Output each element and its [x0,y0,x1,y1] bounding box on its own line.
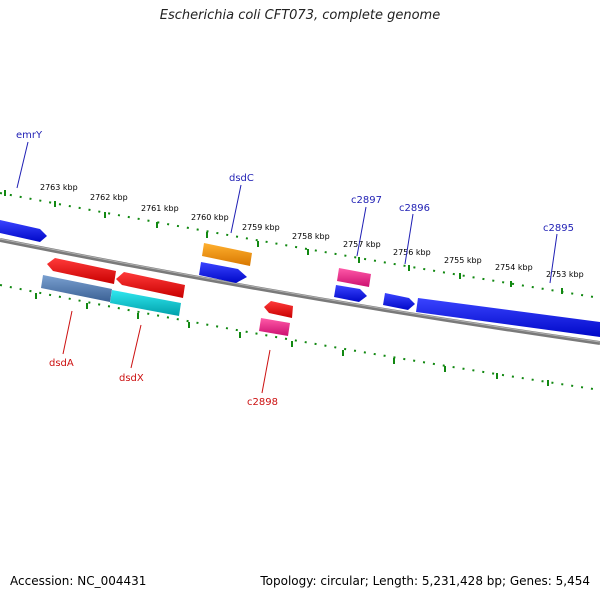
inner-dotted-track [0,284,600,391]
gene-emrY[interactable] [0,220,47,242]
gene-label: dsdA [49,358,74,369]
gene-c2897[interactable] [337,268,371,287]
gene-dsdC[interactable] [202,243,252,266]
forward-gene-labels: emrY dsdC c2897 c2896 c2895 [16,130,574,284]
reverse-genes [41,258,293,336]
scale-label: 2761 kbp [141,204,179,213]
gene-label: c2897 [351,195,382,206]
gene-red-3[interactable] [264,301,293,318]
gene-red-2[interactable] [116,272,185,298]
genome-backbone [0,238,600,345]
inner-tick-ruler [35,293,549,386]
gene-label: dsdC [229,173,254,184]
scale-label: 2754 kbp [495,263,533,272]
accession-text: Accession: NC_004431 [10,574,147,588]
scale-label: 2756 kbp [393,248,431,257]
scale-label: 2763 kbp [40,183,78,192]
gene-label: emrY [16,130,43,141]
gene-label: c2898 [247,397,278,408]
gene-red-1[interactable] [47,258,116,284]
scale-label: 2753 kbp [546,270,584,279]
scale-label: 2755 kbp [444,256,482,265]
gene-label: c2896 [399,203,430,214]
scale-label: 2758 kbp [292,232,330,241]
gene-dsdX[interactable] [110,290,181,316]
gene-c2895[interactable] [416,298,600,337]
scale-labels: 2763 kbp 2762 kbp 2761 kbp 2760 kbp 2759… [40,183,584,279]
reverse-gene-labels: dsdA dsdX c2898 [49,310,278,408]
gene-c2898[interactable] [259,318,290,336]
map-title: Escherichia coli CFT073, complete genome [159,8,441,23]
scale-label: 2760 kbp [191,213,229,222]
scale-label: 2762 kbp [90,193,128,202]
scale-label: 2757 kbp [343,240,381,249]
outer-tick-ruler [4,190,563,294]
scale-label: 2759 kbp [242,223,280,232]
forward-genes [0,220,600,337]
gene-dsdA[interactable] [41,275,112,302]
gene-label: c2895 [543,223,574,234]
gene-label: dsdX [119,373,144,384]
genome-summary-text: Topology: circular; Length: 5,231,428 bp… [260,574,590,588]
gene-blue-2[interactable] [334,285,367,302]
gene-blue-1[interactable] [199,262,247,283]
gene-blue-3[interactable] [383,293,415,310]
